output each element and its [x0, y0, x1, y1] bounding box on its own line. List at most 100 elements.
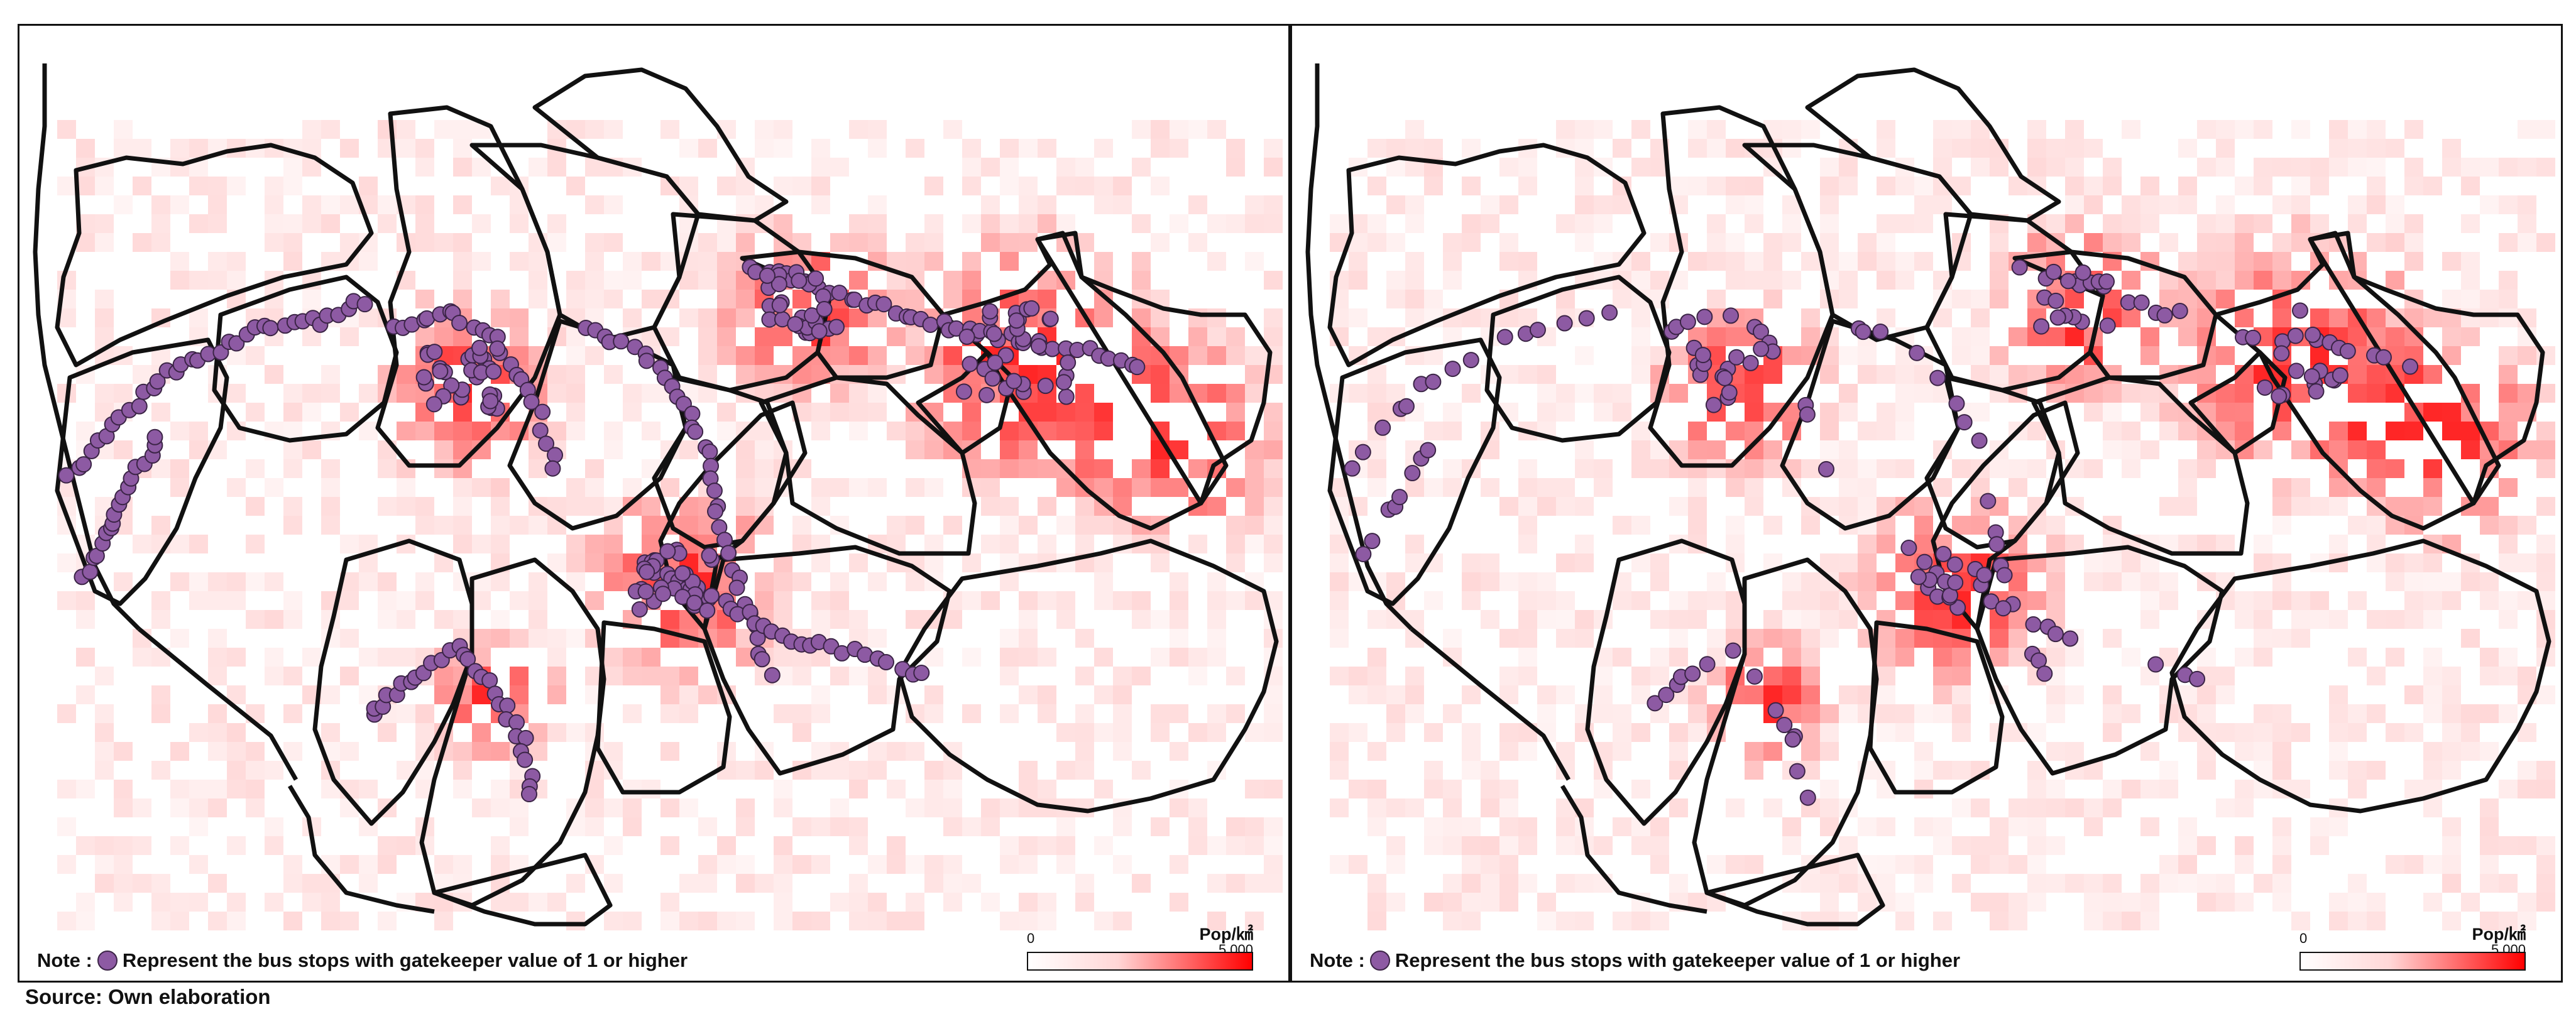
density-cell: [830, 610, 849, 629]
density-cell: [924, 535, 943, 553]
density-cell: [453, 497, 472, 516]
density-cell: [2386, 214, 2404, 233]
density-cell: [1094, 572, 1113, 591]
bus-stop-marker: [1724, 642, 1741, 659]
density-cell: [1207, 572, 1226, 591]
density-cell: [2254, 591, 2272, 610]
density-cell: [1264, 271, 1283, 290]
density-cell: [340, 403, 359, 422]
density-cell: [170, 478, 189, 497]
density-cell: [2084, 139, 2103, 158]
density-cell: [1820, 742, 1839, 761]
density-cell: [2499, 346, 2518, 365]
density-cell: [811, 704, 830, 723]
density-cell: [1971, 139, 1990, 158]
density-cell: [1056, 855, 1075, 874]
bus-stop-marker: [1767, 702, 1784, 719]
density-cell: [1207, 874, 1226, 893]
density-cell: [95, 855, 114, 874]
density-cell: [1820, 629, 1839, 648]
density-cell: [1518, 874, 1537, 893]
map-panel-right: Note : Represent the bus stops with gate…: [1290, 24, 2563, 983]
density-cell: [1132, 120, 1151, 139]
density-cell: [2103, 874, 2122, 893]
density-cell: [1367, 817, 1386, 836]
density-cell: [2065, 139, 2084, 158]
density-cell: [2272, 271, 2291, 290]
density-cell: [2046, 874, 2065, 893]
density-cell: [453, 252, 472, 271]
density-cell: [1207, 308, 1226, 327]
density-cell: [2536, 836, 2555, 855]
density-cell: [227, 271, 246, 290]
density-cell: [2159, 855, 2178, 874]
density-cell: [1499, 195, 1518, 214]
bus-stop-marker: [1699, 656, 1716, 673]
density-cell: [1763, 742, 1782, 761]
density-cell: [2235, 723, 2254, 742]
density-cell: [1207, 723, 1226, 742]
density-cell: [1914, 195, 1933, 214]
density-cell: [1990, 271, 2009, 290]
density-cell: [321, 893, 340, 912]
density-cell: [1839, 177, 1858, 195]
density-cell: [1132, 158, 1151, 177]
density-cell: [151, 685, 170, 704]
density-cell: [1481, 798, 1499, 817]
density-cell: [1264, 327, 1283, 346]
density-cell: [2367, 667, 2386, 685]
density-cell: [246, 459, 265, 478]
density-cell: [208, 572, 227, 591]
density-cell: [566, 497, 585, 516]
bus-stop-marker: [638, 352, 655, 369]
density-cell: [566, 535, 585, 553]
density-cell: [2272, 836, 2291, 855]
density-cell: [1151, 478, 1170, 497]
density-cell: [1443, 478, 1462, 497]
density-cell: [2480, 855, 2499, 874]
density-cell: [1858, 233, 1877, 252]
density-cell: [2480, 667, 2499, 685]
density-cell: [1858, 572, 1877, 591]
density-cell: [849, 384, 868, 403]
density-cell: [265, 648, 283, 667]
bus-stop-marker: [1784, 731, 1801, 748]
density-cell: [1990, 648, 2009, 667]
density-cell: [1462, 723, 1481, 742]
density-cell: [2254, 874, 2272, 893]
density-cell: [1782, 572, 1801, 591]
density-legend: Pop/㎢ 0 5,000: [1027, 920, 1253, 971]
density-cell: [529, 271, 547, 290]
density-cell: [1330, 572, 1349, 591]
density-cell: [2442, 290, 2461, 308]
density-cell: [1443, 798, 1462, 817]
density-cell: [1038, 290, 1056, 308]
density-cell: [811, 553, 830, 572]
density-cell: [2329, 893, 2348, 912]
density-cell: [510, 214, 529, 233]
density-cell: [2423, 761, 2442, 780]
density-cell: [1264, 535, 1283, 553]
density-cell: [1933, 158, 1952, 177]
density-cell: [1971, 158, 1990, 177]
density-cell: [1481, 761, 1499, 780]
density-cell: [1000, 214, 1019, 233]
density-cell: [1820, 874, 1839, 893]
density-cell: [660, 912, 679, 930]
density-cell: [283, 704, 302, 723]
density-cell: [1000, 648, 1019, 667]
density-cell: [1264, 855, 1283, 874]
density-cell: [2272, 233, 2291, 252]
density-cell: [1631, 252, 1650, 271]
density-cell: [1094, 308, 1113, 327]
density-cell: [2536, 685, 2555, 704]
density-cell: [2046, 327, 2065, 346]
density-cell: [208, 648, 227, 667]
density-cell: [962, 252, 981, 271]
density-cell: [2103, 177, 2122, 195]
density-cell: [2140, 780, 2159, 798]
bus-stop-marker: [1929, 369, 1946, 386]
density-cell: [2404, 497, 2423, 516]
density-cell: [1858, 346, 1877, 365]
density-cell: [340, 742, 359, 761]
